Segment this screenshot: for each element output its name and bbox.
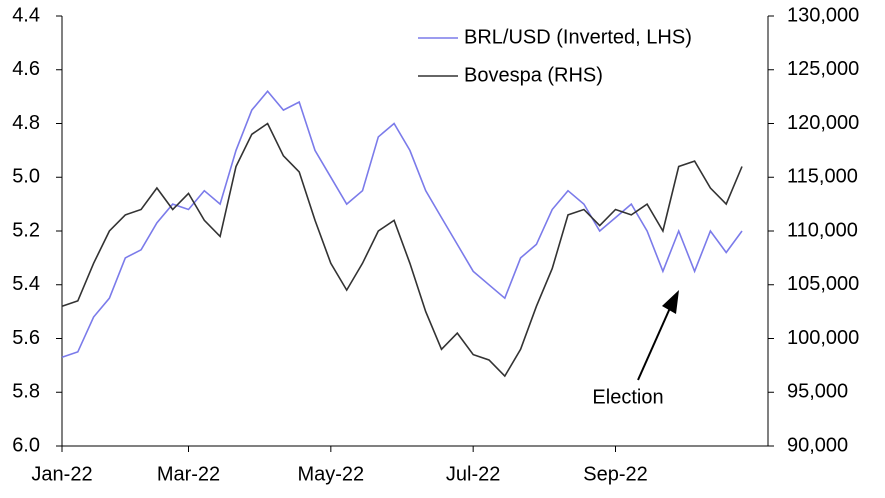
series-line: [61, 89, 743, 359]
y2-tick-label: 125,000: [787, 58, 859, 80]
y2-tick-label: 105,000: [787, 273, 859, 295]
y-tick-label: 4.6: [12, 58, 40, 80]
x-tick-label: Jan-22: [31, 463, 92, 485]
x-tick-label: Jul-22: [446, 463, 500, 485]
y2-tick-label: 110,000: [787, 219, 858, 241]
annotation-arrow: [637, 307, 671, 381]
series-line: [61, 122, 743, 378]
y2-tick-label: 100,000: [787, 327, 859, 349]
annotation-arrowhead: [662, 290, 679, 314]
x-tick-label: May-22: [297, 463, 364, 485]
y2-tick-label: 95,000: [787, 381, 848, 403]
y-tick-label: 5.4: [12, 273, 40, 295]
y-tick-label: 5.0: [12, 166, 40, 188]
legend-label: Bovespa (RHS): [464, 64, 603, 86]
y2-tick-label: 90,000: [787, 434, 848, 456]
y2-tick-label: 130,000: [787, 4, 859, 26]
y-tick-label: 5.2: [12, 219, 40, 241]
y2-tick-label: 115,000: [787, 166, 858, 188]
annotation: Election: [592, 386, 663, 408]
y-tick-label: 4.8: [12, 112, 40, 134]
x-tick-label: Sep-22: [583, 463, 648, 485]
y-tick-label: 5.6: [12, 327, 40, 349]
y-tick-label: 4.4: [12, 4, 40, 26]
legend-label: BRL/USD (Inverted, LHS): [464, 26, 692, 48]
y-tick-label: 6.0: [12, 434, 40, 456]
y2-tick-label: 120,000: [787, 112, 859, 134]
y-tick-label: 5.8: [12, 381, 40, 403]
x-tick-label: Mar-22: [157, 463, 220, 485]
